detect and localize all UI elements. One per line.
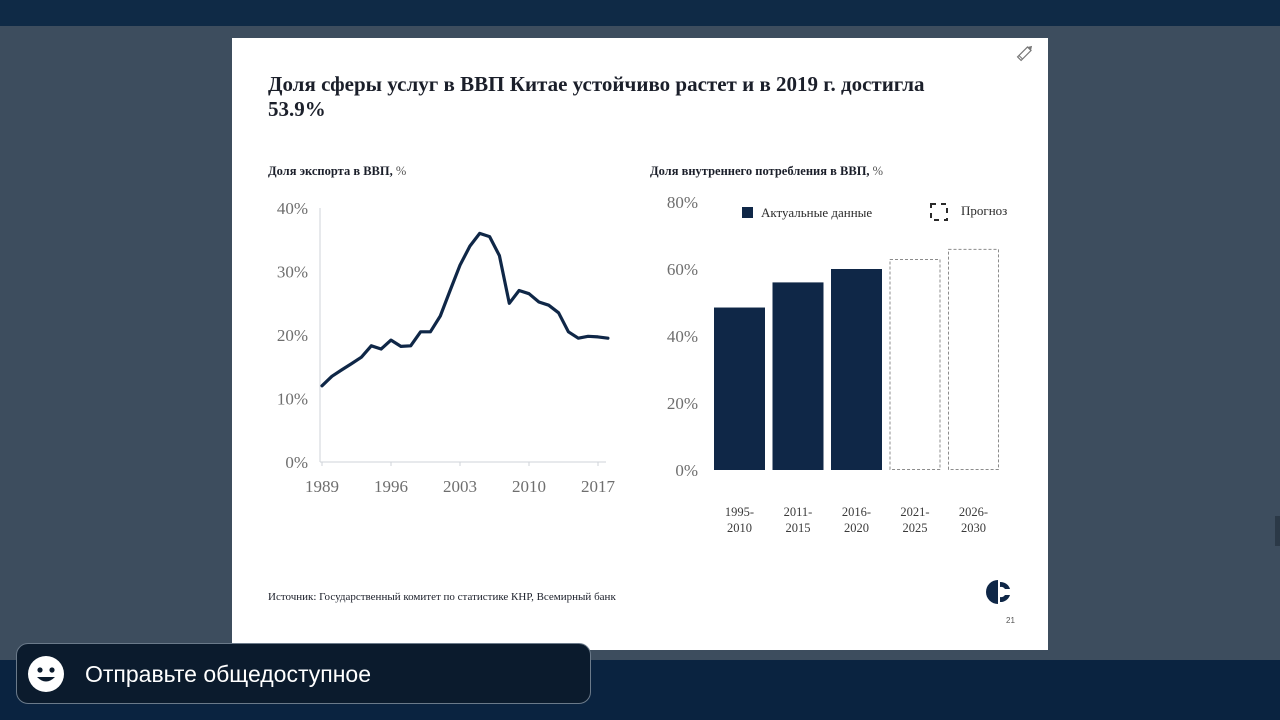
line-chart-y-tick-label: 20%	[277, 326, 308, 345]
legend-actual-label: Актуальные данные	[761, 205, 872, 220]
forecast-bar	[948, 248, 999, 471]
export-share-line-chart: 0% 10% 20% 30% 40% 1989 1996 2003 2010 2017	[277, 199, 616, 496]
consumption-share-bar-chart: 0% 20% 40% 60% 80% 1995- 2010 2011- 2015 2016- 202…	[667, 193, 1007, 535]
bar-chart-category-label: 1995-	[725, 505, 754, 519]
bar-chart-category-label: 2016-	[842, 505, 871, 519]
bar-chart-category-label: 2021-	[900, 505, 929, 519]
legend-forecast-label: Прогноз	[961, 203, 1007, 218]
bar-chart-category-label: 2030	[961, 521, 986, 535]
presentation-slide: Доля сферы услуг в ВВП Китае устойчиво р…	[232, 38, 1048, 650]
smiley-icon[interactable]	[27, 655, 65, 693]
bar-chart-y-tick-label: 20%	[667, 394, 698, 413]
slide-title: Доля сферы услуг в ВВП Китае устойчиво р…	[268, 72, 925, 121]
line-chart-x-tick-label: 1989	[305, 477, 339, 496]
right-chart-title-unit: %	[872, 164, 884, 178]
company-logo	[986, 580, 1010, 604]
bar-chart-category-label: 2010	[727, 521, 752, 535]
line-chart-y-tick-label: 0%	[285, 453, 308, 472]
bar-chart-y-tick-label: 60%	[667, 260, 698, 279]
left-chart-title: Доля экспорта в ВВП, %	[268, 164, 406, 179]
pencil-icon[interactable]	[1014, 42, 1036, 64]
actual-bar	[831, 269, 882, 470]
left-chart-title-text: Доля экспорта в ВВП,	[268, 164, 393, 178]
bar-chart-y-tick-label: 0%	[675, 461, 698, 480]
source-note: Источник: Государственный комитет по ста…	[268, 591, 616, 603]
bar-chart-category-label: 2020	[844, 521, 869, 535]
actual-bar	[714, 307, 765, 470]
line-chart-x-tick-label: 2017	[581, 477, 616, 496]
forecast-bar	[889, 258, 941, 470]
bar-chart-category-label: 2015	[786, 521, 811, 535]
top-bar	[0, 0, 1280, 26]
bar-chart-y-tick-label: 40%	[667, 327, 698, 346]
line-chart-y-tick-label: 40%	[277, 199, 308, 218]
legend-actual-swatch	[742, 207, 753, 218]
line-chart-x-tick-label: 2010	[512, 477, 546, 496]
line-chart-x-tick-label: 1996	[374, 477, 408, 496]
chat-input-bar[interactable]: Отправьте общедоступное	[16, 643, 591, 704]
line-chart-y-tick-label: 10%	[277, 390, 308, 409]
line-chart-x-tick-label: 2003	[443, 477, 477, 496]
chat-input-placeholder[interactable]: Отправьте общедоступное	[85, 661, 371, 687]
legend-forecast-swatch	[930, 203, 948, 221]
line-chart-y-tick-label: 30%	[277, 263, 308, 282]
right-chart-title-text: Доля внутреннего потребления в ВВП,	[650, 164, 870, 178]
bar-chart-category-label: 2026-	[959, 505, 988, 519]
bar-chart-y-tick-label: 80%	[667, 193, 698, 212]
export-share-series-line	[320, 231, 610, 388]
side-handle[interactable]	[1275, 516, 1280, 546]
right-chart-title: Доля внутреннего потребления в ВВП, %	[650, 164, 883, 179]
actual-bar	[772, 282, 824, 470]
left-chart-title-unit: %	[395, 164, 407, 178]
page-number: 21	[1006, 616, 1015, 625]
bar-chart-category-label: 2025	[903, 521, 928, 535]
bar-chart-category-label: 2011-	[784, 505, 813, 519]
